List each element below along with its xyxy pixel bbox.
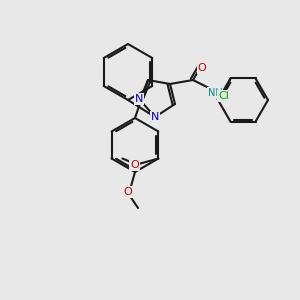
Text: O: O: [198, 63, 206, 73]
Text: O: O: [130, 160, 139, 170]
Text: N: N: [135, 94, 143, 104]
Text: Cl: Cl: [218, 91, 229, 101]
Text: N: N: [151, 112, 159, 122]
Text: NH: NH: [208, 88, 222, 98]
Text: O: O: [124, 187, 132, 197]
